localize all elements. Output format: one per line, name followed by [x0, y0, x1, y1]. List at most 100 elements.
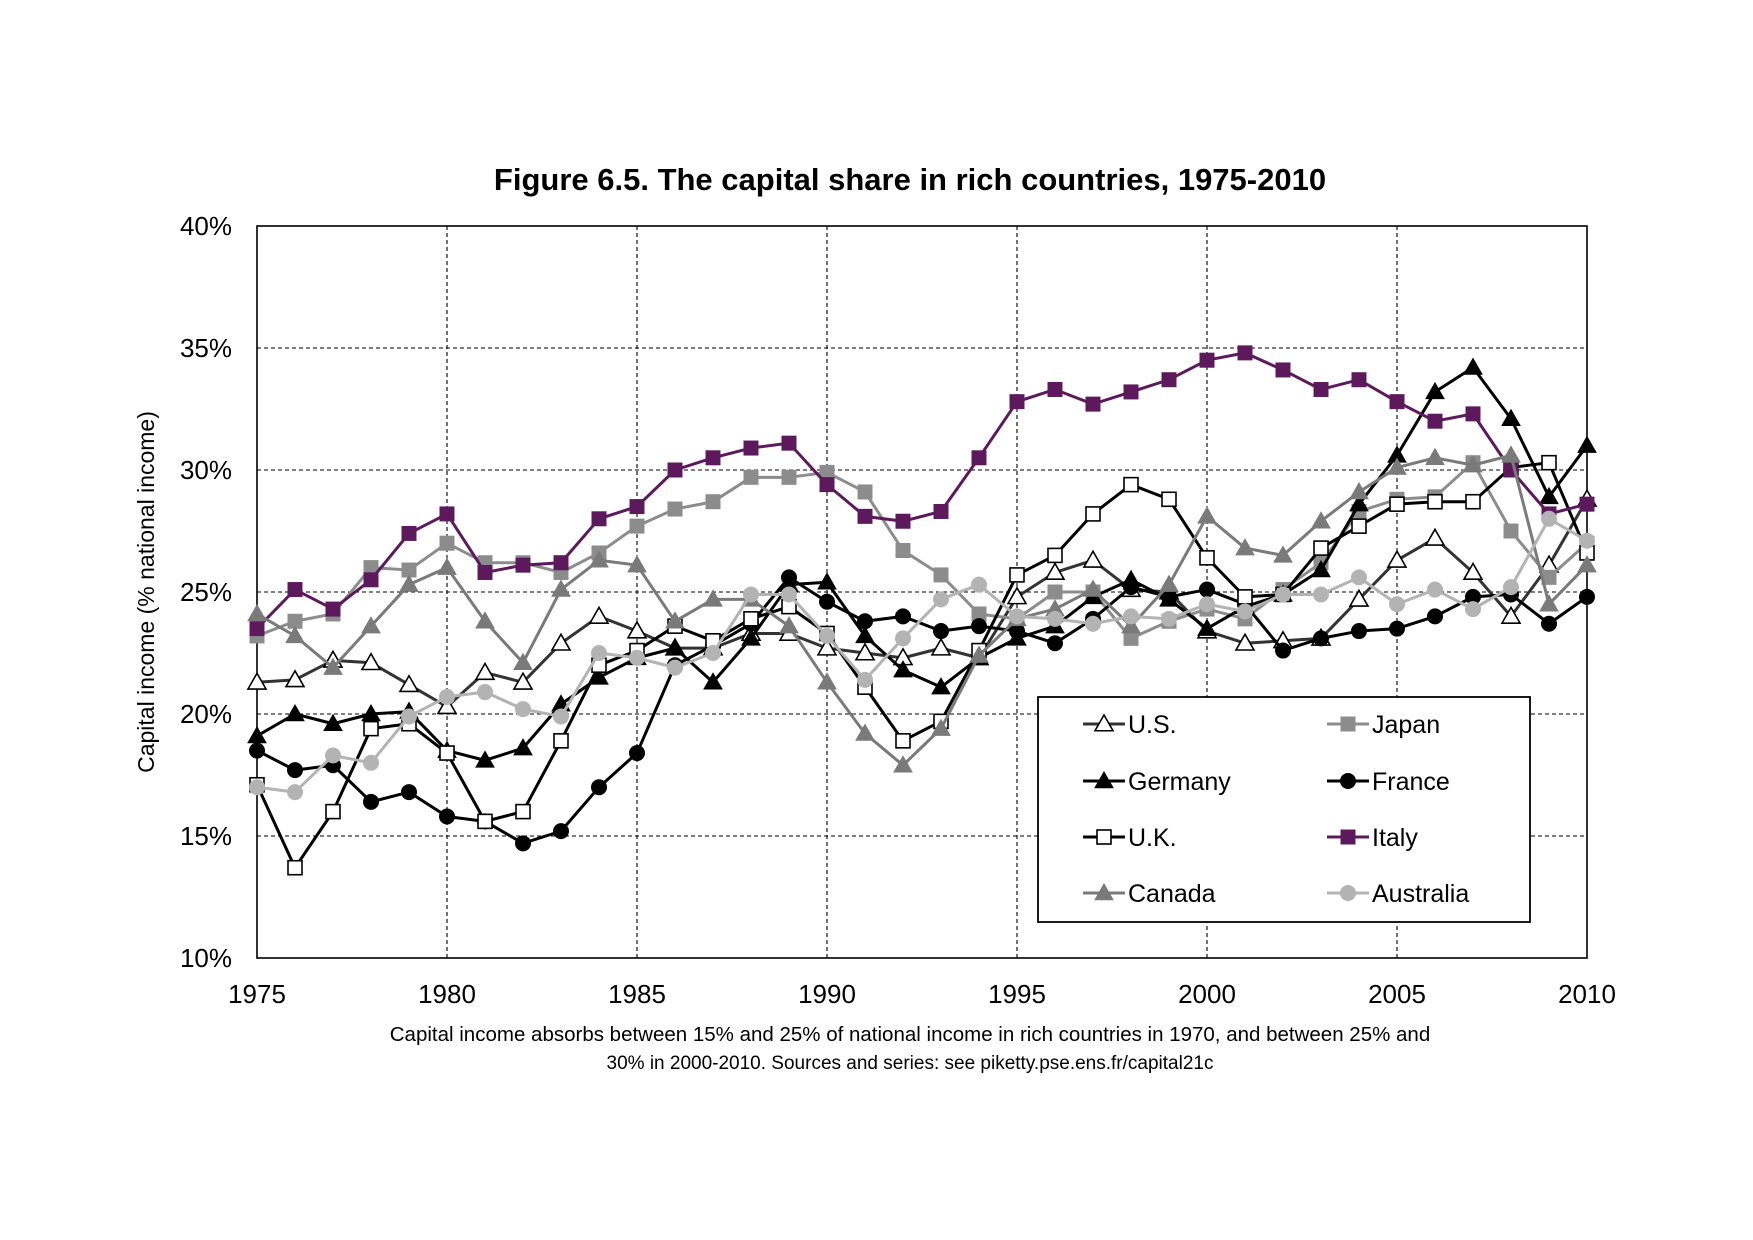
data-point-italy	[971, 450, 987, 466]
legend-label: U.S.	[1128, 711, 1177, 739]
data-point-canada	[361, 616, 381, 634]
data-point-australia	[667, 659, 683, 676]
chart-title: Figure 6.5. The capital share in rich co…	[493, 162, 1327, 197]
chart-caption: Capital income absorbs between 15% and 2…	[320, 1020, 1500, 1078]
data-point-us	[816, 637, 838, 656]
data-point-italy	[781, 435, 797, 451]
data-point-australia	[249, 779, 265, 796]
data-point-uk	[287, 859, 303, 876]
data-point-germany	[931, 677, 951, 695]
data-point-france	[1351, 623, 1367, 640]
data-point-us	[1500, 605, 1522, 624]
data-point-canada	[1387, 457, 1407, 475]
data-point-italy	[477, 564, 493, 580]
data-point-australia	[591, 645, 607, 661]
data-point-australia	[1503, 579, 1519, 596]
data-point-germany	[1463, 357, 1483, 375]
data-point-uk	[1389, 496, 1405, 512]
data-point-france	[1313, 630, 1329, 647]
x-tick-label: 1980	[418, 979, 476, 1009]
data-point-uk	[1313, 540, 1329, 556]
data-point-italy	[249, 621, 265, 637]
data-point-australia	[477, 684, 493, 701]
data-point-japan	[1047, 584, 1063, 600]
data-point-japan	[781, 469, 797, 485]
data-point-japan	[743, 469, 759, 485]
data-point-italy	[1161, 372, 1177, 388]
legend-marker	[1094, 770, 1114, 789]
data-point-us	[474, 661, 496, 681]
data-point-france	[1541, 615, 1557, 632]
data-point-us	[1424, 527, 1446, 546]
legend-item-uk: U.K.	[1083, 824, 1177, 852]
data-point-australia	[857, 671, 873, 688]
data-point-australia	[1237, 603, 1253, 620]
data-point-germany	[1425, 381, 1445, 400]
data-point-uk	[1351, 518, 1367, 534]
data-point-italy	[933, 503, 949, 519]
data-point-france	[629, 745, 645, 762]
x-tick-label: 1985	[608, 979, 666, 1009]
data-point-italy	[439, 506, 455, 522]
data-point-germany	[1349, 494, 1369, 512]
data-point-australia	[401, 708, 417, 725]
series-line-canada	[256, 453, 1589, 767]
data-point-us	[626, 620, 648, 639]
data-point-germany	[741, 628, 761, 646]
data-point-italy	[591, 511, 607, 527]
data-point-germany	[1197, 618, 1217, 636]
data-point-uk	[1123, 476, 1139, 493]
y-axis-label: Capital income (% national income)	[133, 411, 159, 773]
legend-item-canada: Canada	[1083, 880, 1216, 908]
data-point-uk	[1009, 567, 1025, 583]
data-point-canada	[817, 672, 837, 690]
x-tick-label: 2005	[1368, 979, 1426, 1009]
data-point-japan	[439, 535, 455, 551]
data-point-germany	[703, 672, 723, 690]
data-point-canada	[969, 645, 989, 663]
data-point-japan	[705, 494, 721, 510]
legend-item-france: France	[1327, 768, 1450, 796]
data-point-uk	[1085, 506, 1101, 522]
data-point-australia	[1199, 596, 1215, 613]
data-point-australia	[325, 747, 341, 764]
data-point-italy	[1579, 496, 1595, 512]
data-point-italy	[325, 601, 341, 617]
legend: U.S. Japan Germany France U.K. Italy Canada Aus…	[1037, 696, 1531, 923]
legend-marker	[1340, 773, 1356, 789]
data-point-canada	[589, 550, 609, 568]
y-tick-label: 10%	[180, 943, 232, 973]
data-point-canada	[1349, 481, 1369, 500]
data-point-france	[1389, 620, 1405, 637]
data-point-australia	[1275, 586, 1291, 603]
data-point-us	[360, 652, 382, 671]
data-point-us	[1462, 561, 1484, 581]
data-point-uk	[325, 803, 341, 820]
legend-marker	[1340, 885, 1356, 901]
legend-marker	[1340, 716, 1356, 732]
data-point-canada	[627, 555, 647, 573]
data-point-france	[857, 613, 873, 630]
data-point-germany	[855, 625, 875, 644]
data-point-canada	[1197, 506, 1217, 524]
legend-item-australia: Australia	[1327, 880, 1469, 908]
series-line-japan	[256, 461, 1589, 640]
data-point-canada	[1235, 538, 1255, 556]
data-point-uk	[895, 733, 911, 749]
data-point-france	[1199, 581, 1215, 598]
data-point-germany	[817, 572, 837, 590]
data-point-canada	[323, 657, 343, 675]
data-point-germany	[1311, 560, 1331, 578]
data-point-us	[1386, 549, 1408, 568]
legend-label: Japan	[1372, 711, 1440, 739]
legend-label: Germany	[1128, 768, 1231, 796]
data-point-canada	[1463, 455, 1483, 473]
series-italy	[249, 345, 1595, 637]
data-point-australia	[1085, 615, 1101, 632]
data-point-australia	[933, 591, 949, 608]
data-point-germany	[247, 725, 267, 744]
data-point-canada	[1311, 511, 1331, 529]
data-point-germany	[893, 660, 913, 678]
series-group	[246, 345, 1598, 876]
data-point-italy	[1275, 362, 1291, 378]
